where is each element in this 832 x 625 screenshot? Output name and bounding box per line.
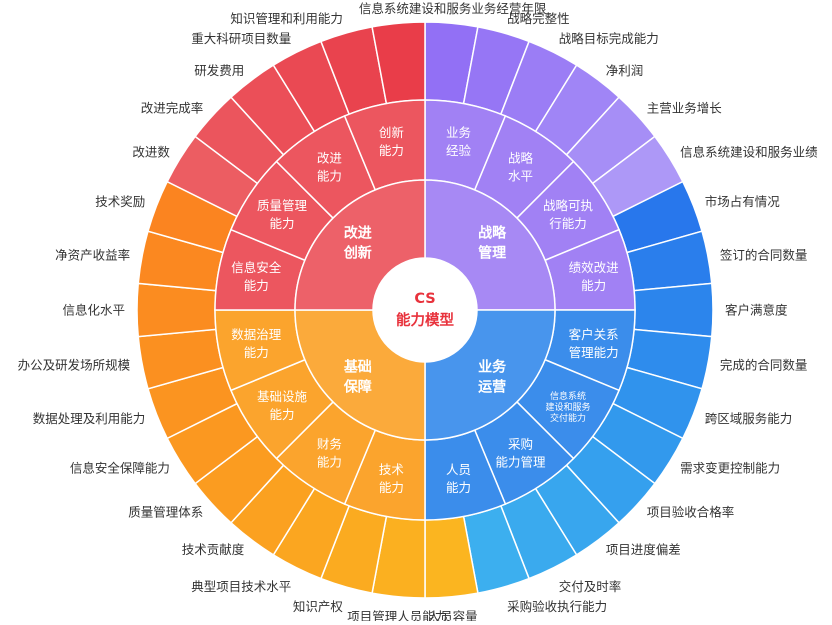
outer-label: 战略完整性 [507,11,570,26]
middle-label-strategy-line1: 业务 [446,125,471,140]
middle-ring: 业务经验战略水平战略可执行能力绩效改进能力客户关系管理能力信息系统建设和服务交付… [214,99,636,521]
middle-label-support-line1: 财务 [317,437,342,452]
outer-label: 重大科研项目数量 [191,31,291,46]
inner-label-strategy-line2: 管理 [478,244,506,261]
outer-label: 技术贡献度 [182,542,245,557]
outer-label: 研发费用 [194,63,244,78]
outer-label: 数据处理及利用能力 [33,411,146,426]
inner-segment-operation [424,309,556,441]
middle-label-strategy-line2: 水平 [508,168,533,183]
middle-label-operation-line1: 客户关系 [569,327,619,342]
outer-label: 净利润 [606,63,644,78]
middle-label-innovation-line2: 能力 [269,216,294,231]
middle-label-operation-line1: 信息系统 [550,390,586,402]
middle-label-support-line2: 能力 [379,480,404,495]
middle-label-strategy-line2: 经验 [446,143,472,158]
inner-label-support-line1: 基础 [344,359,372,376]
middle-label-innovation-line1: 信息安全 [231,260,282,275]
outer-label: 质量管理体系 [128,505,203,520]
outer-label: 知识产权 [293,599,344,614]
inner-label-innovation-line1: 改进 [344,224,372,241]
center-title-line2: 能力模型 [396,311,454,329]
outer-label: 信息系统建设和服务业绩 [680,145,818,160]
middle-label-operation-line2: 建设和服务 [546,401,591,413]
outer-label: 项目管理人员能力 [347,609,447,621]
outer-label: 完成的合同数量 [720,358,808,373]
middle-label-support-line2: 能力 [317,455,342,470]
inner-label-innovation-line2: 创新 [343,244,372,261]
outer-label: 技术奖励 [95,194,145,209]
outer-label: 信息安全保障能力 [70,460,170,475]
outer-label: 信息系统建设和服务业务经营年限 [359,1,547,16]
middle-label-support-line2: 能力 [269,407,294,422]
inner-label-operation-line1: 业务 [478,359,507,376]
middle-label-operation-line3: 交付能力 [550,412,586,424]
inner-segment-strategy [424,179,556,311]
outer-label: 人员容量 [428,609,478,621]
center-circle [373,258,477,362]
middle-label-innovation-line2: 能力 [379,143,404,158]
middle-label-innovation-line1: 质量管理 [257,198,308,213]
outer-label: 项目验收合格率 [647,505,735,520]
outer-label: 项目进度偏差 [606,542,681,557]
outer-label: 战略目标完成能力 [559,31,659,46]
middle-label-strategy-line2: 能力 [581,278,606,293]
middle-label-operation-line1: 采购 [508,437,533,452]
outer-label: 市场占有情况 [705,194,781,209]
middle-label-operation-line2: 能力 [446,480,471,495]
inner-label-strategy-line1: 战略 [478,224,507,241]
outer-label: 交付及时率 [559,579,622,594]
middle-label-support-line1: 技术 [379,462,405,477]
outer-label: 采购验收执行能力 [507,599,607,614]
middle-label-operation-line2: 管理能力 [569,345,619,360]
outer-labels: 信息系统建设和服务业务经营年限战略完整性战略目标完成能力净利润主营业务增长信息系… [18,1,818,624]
outer-label: 签订的合同数量 [720,247,808,262]
middle-label-innovation-line2: 能力 [244,278,269,293]
outer-label: 典型项目技术水平 [191,579,291,594]
middle-label-operation-line1: 人员 [446,462,471,477]
middle-label-strategy-line1: 绩效改进 [569,260,620,275]
outer-label: 改进数 [132,145,170,160]
outer-label: 主营业务增长 [647,100,723,115]
inner-label-support-line2: 保障 [343,379,372,396]
inner-segment-innovation [294,179,426,311]
middle-label-support-line2: 能力 [244,345,269,360]
middle-label-support-line1: 数据治理 [231,327,282,342]
outer-label: 需求变更控制能力 [680,460,780,475]
outer-label: 办公及研发场所规模 [18,358,131,373]
outer-label: 信息化水平 [62,303,125,318]
outer-label: 跨区域服务能力 [705,411,793,426]
outer-segment [633,282,714,338]
middle-label-innovation-line1: 创新 [379,125,404,140]
inner-segment-support [294,309,426,441]
center-hub: CS 能力模型 [373,258,477,362]
middle-label-innovation-line2: 能力 [317,168,342,183]
inner-label-operation-line2: 运营 [478,379,506,396]
middle-label-operation-line2: 能力管理 [496,455,547,470]
middle-label-strategy-line2: 行能力 [549,216,587,231]
outer-label: 客户满意度 [725,303,788,318]
outer-label: 净资产收益率 [55,247,130,262]
outer-label: 改进完成率 [141,100,204,115]
middle-label-strategy-line1: 战略可执 [543,198,594,213]
middle-label-support-line1: 基础设施 [257,389,308,404]
outer-segment [136,282,217,338]
middle-label-innovation-line1: 改进 [317,150,343,165]
outer-label: 知识管理和利用能力 [230,11,343,26]
middle-label-strategy-line1: 战略 [508,150,534,165]
center-title-line1: CS [414,291,435,307]
